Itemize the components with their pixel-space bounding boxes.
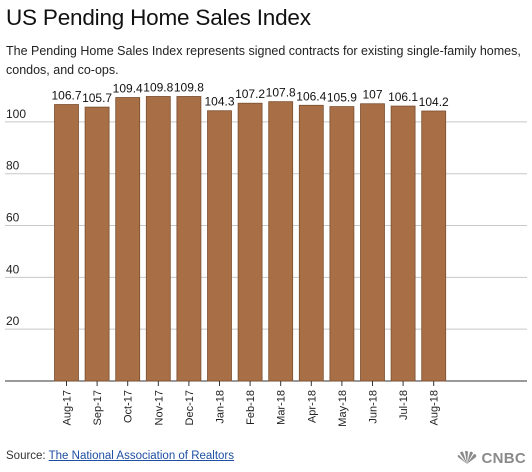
x-tick-label: Mar-18 <box>276 390 288 425</box>
y-tick-label: 40 <box>6 262 20 276</box>
data-label: 105.7 <box>82 91 112 105</box>
x-tick-label: Nov-17 <box>153 390 165 425</box>
data-label: 109.8 <box>174 80 204 94</box>
x-axis-ticks: Aug-17 Sep-17 Oct-17 Nov-17 Dec-17 Jan-18 Feb-… <box>62 381 441 427</box>
bar <box>237 102 263 382</box>
data-label: 107.2 <box>235 87 265 101</box>
data-label: 106.4 <box>296 89 326 103</box>
bar <box>421 110 447 382</box>
data-label: 106.1 <box>388 90 418 104</box>
source-note: Source: The National Association of Real… <box>6 450 234 462</box>
y-axis-ticks: 20 40 60 80 100 <box>6 107 26 328</box>
bar <box>390 105 416 382</box>
data-label: 106.7 <box>51 89 81 103</box>
bar <box>360 103 385 382</box>
x-tick-label: Aug-17 <box>62 390 74 425</box>
bars <box>54 96 447 382</box>
bar <box>54 104 79 382</box>
bar <box>268 101 294 382</box>
chart-subtitle: The Pending Home Sales Index represents … <box>6 44 521 77</box>
peacock-icon <box>458 451 477 464</box>
x-tick-label: Jun-18 <box>368 390 380 424</box>
data-label: 107.8 <box>266 86 296 100</box>
x-tick-label: Aug-18 <box>429 390 441 425</box>
grid-lines <box>5 121 527 382</box>
x-tick-label: Jan-18 <box>215 390 227 424</box>
x-tick-label: Dec-17 <box>184 390 196 425</box>
data-label: 105.9 <box>327 91 357 105</box>
bar <box>115 97 141 382</box>
y-tick-label: 60 <box>6 211 20 225</box>
x-tick-label: Jul-18 <box>398 390 410 420</box>
cnbc-logo: CNBC <box>456 449 526 467</box>
y-tick-label: 100 <box>6 107 26 121</box>
data-label: 104.3 <box>204 95 234 109</box>
x-tick-label: May-18 <box>337 390 349 427</box>
chart-title: US Pending Home Sales Index <box>6 5 311 30</box>
y-tick-label: 80 <box>6 159 20 173</box>
y-tick-label: 20 <box>6 314 20 328</box>
data-label: 109.4 <box>113 82 143 96</box>
bar <box>207 110 232 382</box>
data-label: 109.8 <box>143 80 173 94</box>
x-tick-label: Feb-18 <box>245 390 257 425</box>
bar <box>176 96 202 382</box>
bar <box>84 106 110 382</box>
source-link[interactable]: The National Association of Realtors <box>48 450 235 462</box>
x-tick-label: Sep-17 <box>92 390 104 425</box>
source-prefix: Source: <box>6 450 46 462</box>
bar <box>329 106 355 382</box>
bar <box>145 96 171 382</box>
x-tick-label: Apr-18 <box>306 390 318 423</box>
data-label: 107 <box>362 88 382 102</box>
data-label: 104.2 <box>419 95 449 109</box>
x-tick-label: Oct-17 <box>123 390 135 423</box>
brand-wordmark: CNBC <box>481 449 526 467</box>
bar <box>298 104 324 382</box>
